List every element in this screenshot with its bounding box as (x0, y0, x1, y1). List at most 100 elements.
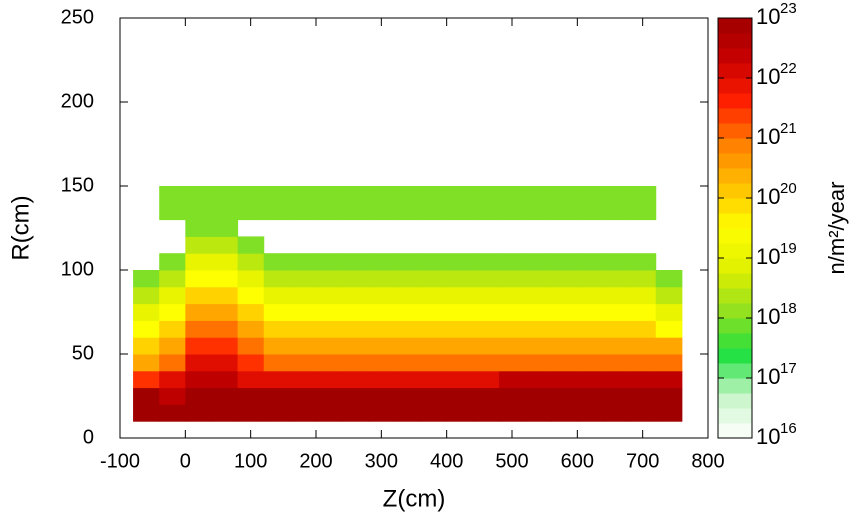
x-tick-label: 800 (691, 450, 724, 472)
heatmap-cell (316, 253, 343, 271)
colorbar-band (718, 33, 752, 49)
heatmap-cell (237, 286, 265, 305)
x-axis-label: Z(cm) (383, 485, 446, 512)
heatmap-cell (420, 337, 448, 355)
heatmap-cell (498, 320, 526, 338)
heatmap-cell (472, 354, 500, 372)
x-tick-label: 0 (180, 450, 191, 472)
heatmap-cell (472, 186, 500, 204)
heatmap-cell (551, 387, 578, 405)
heatmap-cell (159, 387, 186, 405)
heatmap-cell (211, 320, 239, 338)
heatmap-cell (263, 387, 291, 405)
heatmap-cell (629, 387, 657, 405)
heatmap-cell (133, 320, 160, 338)
heatmap-cell (159, 270, 186, 288)
heatmap-cell (263, 320, 291, 338)
heatmap-cell (237, 186, 265, 204)
heatmap-cell (237, 320, 265, 338)
colorbar-tick-exponent: 21 (780, 120, 797, 137)
heatmap-cell (551, 354, 578, 372)
heatmap-cell (394, 370, 422, 389)
colorbar-tick-label: 10 (756, 304, 780, 329)
heatmap-cell (525, 354, 552, 372)
heatmap-cell (394, 303, 422, 321)
heatmap-cell (603, 286, 631, 305)
heatmap-cell (263, 303, 291, 321)
heatmap-cell (237, 202, 265, 221)
heatmap-cell (446, 404, 474, 422)
heatmap-cell (472, 253, 500, 271)
heatmap-cell (289, 286, 317, 305)
heatmap-cell (342, 286, 369, 305)
heatmap-cell (551, 270, 578, 288)
heatmap-cell (211, 202, 239, 221)
heatmap-cell (394, 253, 422, 271)
heatmap-cell (211, 337, 239, 355)
heatmap-cell (133, 370, 160, 389)
heatmap-cell (577, 286, 604, 305)
heatmap-cell (289, 270, 317, 288)
x-tick-label: 200 (299, 450, 332, 472)
heatmap-cell (263, 404, 291, 422)
colorbar-frame (717, 17, 753, 439)
heatmap-cell (368, 370, 395, 389)
heatmap-cell (498, 337, 526, 355)
heatmap-cell (655, 320, 683, 338)
colorbar-tick-exponent: 23 (780, 0, 797, 17)
heatmap-cell (446, 253, 474, 271)
colorbar-band (718, 48, 752, 64)
heatmap-cell (237, 303, 265, 321)
heatmap-cell (655, 286, 683, 305)
heatmap-cell (472, 387, 500, 405)
heatmap-cell (498, 202, 526, 221)
heatmap-cell (655, 354, 683, 372)
heatmap-cell (420, 186, 448, 204)
x-tick-label: -100 (100, 450, 140, 472)
heatmap-cell (342, 202, 369, 221)
heatmap-cell (211, 303, 239, 321)
heatmap-cell (446, 370, 474, 389)
heatmap-cell (185, 236, 212, 254)
heatmap-cell (603, 337, 631, 355)
colorbar-tick-exponent: 19 (780, 240, 797, 257)
heatmap-cell (655, 303, 683, 321)
y-tick-label: 50 (72, 342, 94, 364)
colorbar-band (718, 393, 752, 409)
colorbar-band (718, 243, 752, 259)
heatmap-cell (133, 354, 160, 372)
heatmap-cell (551, 286, 578, 305)
heatmap-cell (577, 202, 604, 221)
heatmap-cell (472, 320, 500, 338)
heatmap-cell (211, 354, 239, 372)
heatmap-cell (342, 186, 369, 204)
heatmap-cell (394, 186, 422, 204)
heatmap-cell (133, 404, 160, 422)
x-tick-label: 600 (561, 450, 594, 472)
heatmap-cell (159, 370, 186, 389)
heatmap-cell (394, 354, 422, 372)
heatmap-cell (263, 337, 291, 355)
heatmap-cell (263, 253, 291, 271)
heatmap-cell (498, 354, 526, 372)
heatmap-cell (237, 236, 265, 254)
heatmap-cell (211, 370, 239, 389)
heatmap-cell (629, 354, 657, 372)
heatmap-cell (446, 387, 474, 405)
heatmap-cell (159, 202, 186, 221)
heatmap-cell (368, 202, 395, 221)
heatmap-cell (420, 404, 448, 422)
heatmap-cell (185, 303, 212, 321)
heatmap-cell (133, 337, 160, 355)
colorbar-band (718, 123, 752, 139)
colorbar-tick-label: 10 (756, 4, 780, 29)
heatmap-cell (289, 303, 317, 321)
heatmap-cell (525, 186, 552, 204)
heatmap-cell (342, 370, 369, 389)
colorbar-tick-label: 10 (756, 184, 780, 209)
heatmap-cell (159, 404, 186, 422)
heatmap-cell (185, 270, 212, 288)
heatmap-cell (342, 337, 369, 355)
heatmap-cell (185, 404, 212, 422)
colorbar-band (718, 168, 752, 184)
